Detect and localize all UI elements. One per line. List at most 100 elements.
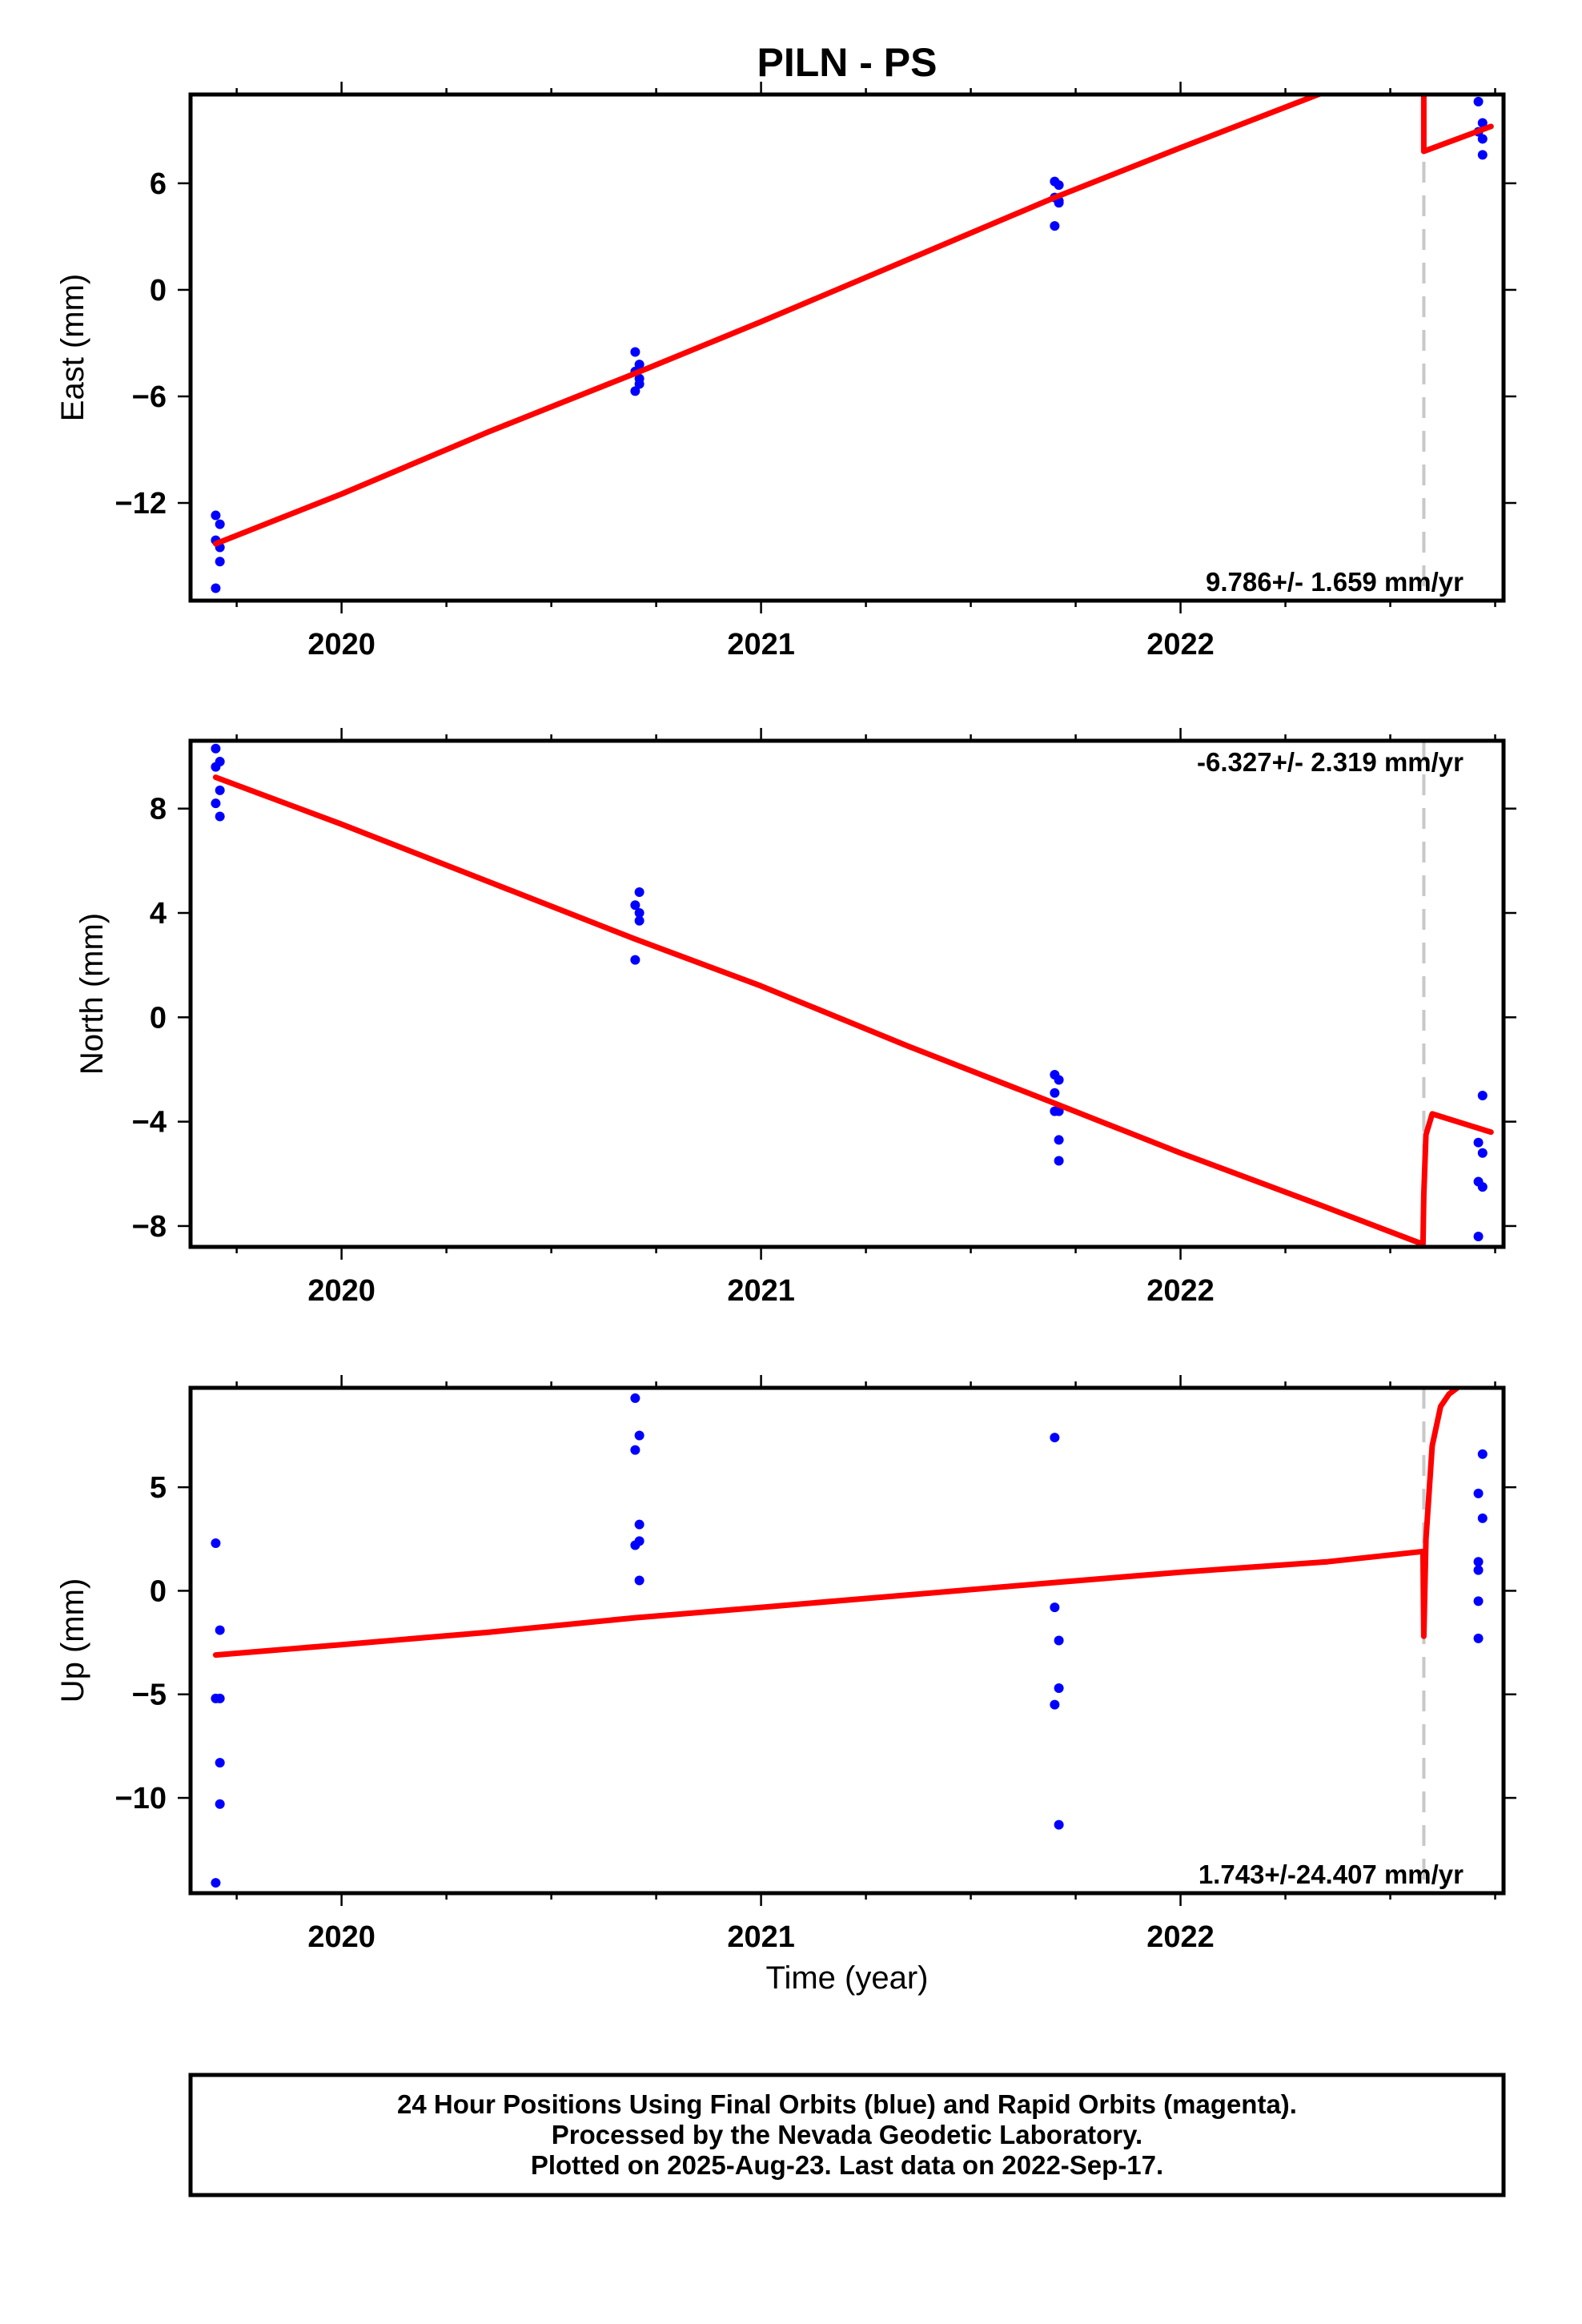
east-y-tick-label: −12 (115, 487, 167, 521)
up-data-points (211, 1393, 1488, 1888)
north-data-point (1054, 1135, 1064, 1145)
up-data-point (1054, 1683, 1064, 1693)
up-data-point (1473, 1557, 1484, 1567)
footer-box: 24 Hour Positions Using Final Orbits (bl… (188, 2073, 1506, 2197)
footer-line-2: Processed by the Nevada Geodetic Laborat… (552, 2120, 1142, 2149)
east-data-point (1050, 221, 1060, 231)
up-model-group (212, 1388, 1460, 1659)
up-model-line (212, 1388, 1460, 1659)
east-data-point (1477, 150, 1488, 160)
east-model-group (212, 94, 1494, 547)
east-data-point (1477, 118, 1488, 128)
east-data-point (634, 379, 644, 389)
north-y-tick-label: −8 (132, 1210, 167, 1244)
east-data-points (211, 96, 1488, 593)
north-data-point (634, 908, 644, 919)
up-data-point (1473, 1633, 1484, 1643)
east-x-tick-label: 2021 (727, 628, 795, 661)
up-data-point (634, 1575, 644, 1586)
east-y-tick-label: −6 (132, 380, 167, 414)
north-data-point (211, 743, 221, 754)
north-data-point (1473, 1137, 1484, 1148)
up-data-point (1477, 1513, 1488, 1523)
north-data-point (634, 887, 644, 897)
up-data-point (630, 1393, 640, 1403)
up-y-tick-label: −10 (115, 1782, 167, 1815)
east-model-line (212, 94, 1494, 547)
north-data-point (211, 798, 221, 809)
east-y-tick-label: 0 (150, 274, 167, 308)
north-y-axis-label: North (mm) (74, 913, 110, 1075)
up-data-point (211, 1538, 221, 1548)
up-frame (188, 1385, 1506, 1896)
north-y-tick-label: 4 (150, 897, 167, 931)
up-data-point (1050, 1602, 1060, 1613)
up-data-point (634, 1519, 644, 1530)
north-data-point (1054, 1156, 1064, 1166)
east-data-point (1473, 96, 1484, 107)
up-data-point (215, 1625, 225, 1635)
north-panel: 2020 2021 2022 8 4 0 −4 −8 North (mm) -6.327+/- 2… (74, 728, 1516, 1308)
x-axis-label: Time (year) (766, 1960, 929, 1996)
east-data-point (630, 386, 640, 396)
east-data-point (1054, 180, 1064, 191)
up-data-point (1050, 1433, 1060, 1443)
north-data-points (211, 743, 1488, 1241)
north-data-point (211, 762, 221, 772)
east-data-point (634, 360, 644, 370)
east-data-point (215, 519, 225, 529)
east-x-tick-label: 2022 (1146, 628, 1215, 661)
up-x-tick-label: 2020 (307, 1920, 375, 1954)
up-x-tick-label: 2021 (727, 1920, 795, 1954)
up-data-point (215, 1799, 225, 1809)
up-data-point (630, 1445, 640, 1455)
north-y-tick-label: −4 (132, 1106, 167, 1140)
up-y-tick-label: 0 (150, 1574, 167, 1608)
east-rate-label: 9.786+/- 1.659 mm/yr (1206, 567, 1464, 597)
east-data-point (215, 557, 225, 567)
north-data-point (1477, 1148, 1488, 1158)
east-y-tick-label: 6 (150, 167, 167, 201)
east-data-point (1477, 134, 1488, 144)
east-x-tick-label: 2020 (307, 628, 375, 661)
north-data-point (215, 811, 225, 822)
north-y-tick-label: 0 (150, 1001, 167, 1035)
up-data-point (1050, 1699, 1060, 1710)
north-data-point (634, 915, 644, 926)
footer-line-1: 24 Hour Positions Using Final Orbits (bl… (397, 2089, 1297, 2119)
footer-frame (188, 2073, 1506, 2197)
north-data-point (1473, 1231, 1484, 1241)
up-x-tick-label: 2022 (1146, 1920, 1215, 1954)
north-y-tick-label: 8 (150, 793, 167, 826)
north-x-tick-label: 2020 (307, 1274, 375, 1308)
east-data-point (211, 583, 221, 593)
north-data-point (1477, 1182, 1488, 1192)
up-data-point (215, 1758, 225, 1768)
north-rate-label: -6.327+/- 2.319 mm/yr (1197, 747, 1464, 777)
up-data-point (1054, 1819, 1064, 1830)
up-data-point (630, 1540, 640, 1550)
north-data-point (630, 955, 640, 965)
north-model-group (212, 774, 1494, 1247)
up-panel: 2020 2021 2022 5 0 −5 −10 Up (mm) 1.743+/-24.407… (55, 1375, 1516, 1954)
north-model-line (212, 774, 1494, 1247)
north-x-tick-label: 2022 (1146, 1274, 1215, 1308)
up-data-point (1054, 1635, 1064, 1646)
east-data-point (630, 347, 640, 357)
east-data-point (211, 510, 221, 521)
up-data-point (215, 1693, 225, 1703)
up-data-point (1477, 1449, 1488, 1459)
north-data-point (1050, 1088, 1060, 1098)
up-rate-label: 1.743+/-24.407 mm/yr (1199, 1860, 1464, 1889)
east-y-axis-label: East (mm) (55, 274, 90, 421)
north-frame (188, 738, 1506, 1249)
up-data-point (634, 1430, 644, 1441)
north-data-point (1054, 1075, 1064, 1085)
up-data-point (211, 1878, 221, 1888)
up-data-point (1473, 1596, 1484, 1606)
up-data-point (1473, 1488, 1484, 1498)
up-y-axis-label: Up (mm) (55, 1578, 90, 1703)
up-y-tick-label: −5 (132, 1679, 167, 1712)
east-panel: 2020 2021 2022 6 0 −6 −12 East (mm) 9.786+/- 1.6… (55, 82, 1516, 661)
